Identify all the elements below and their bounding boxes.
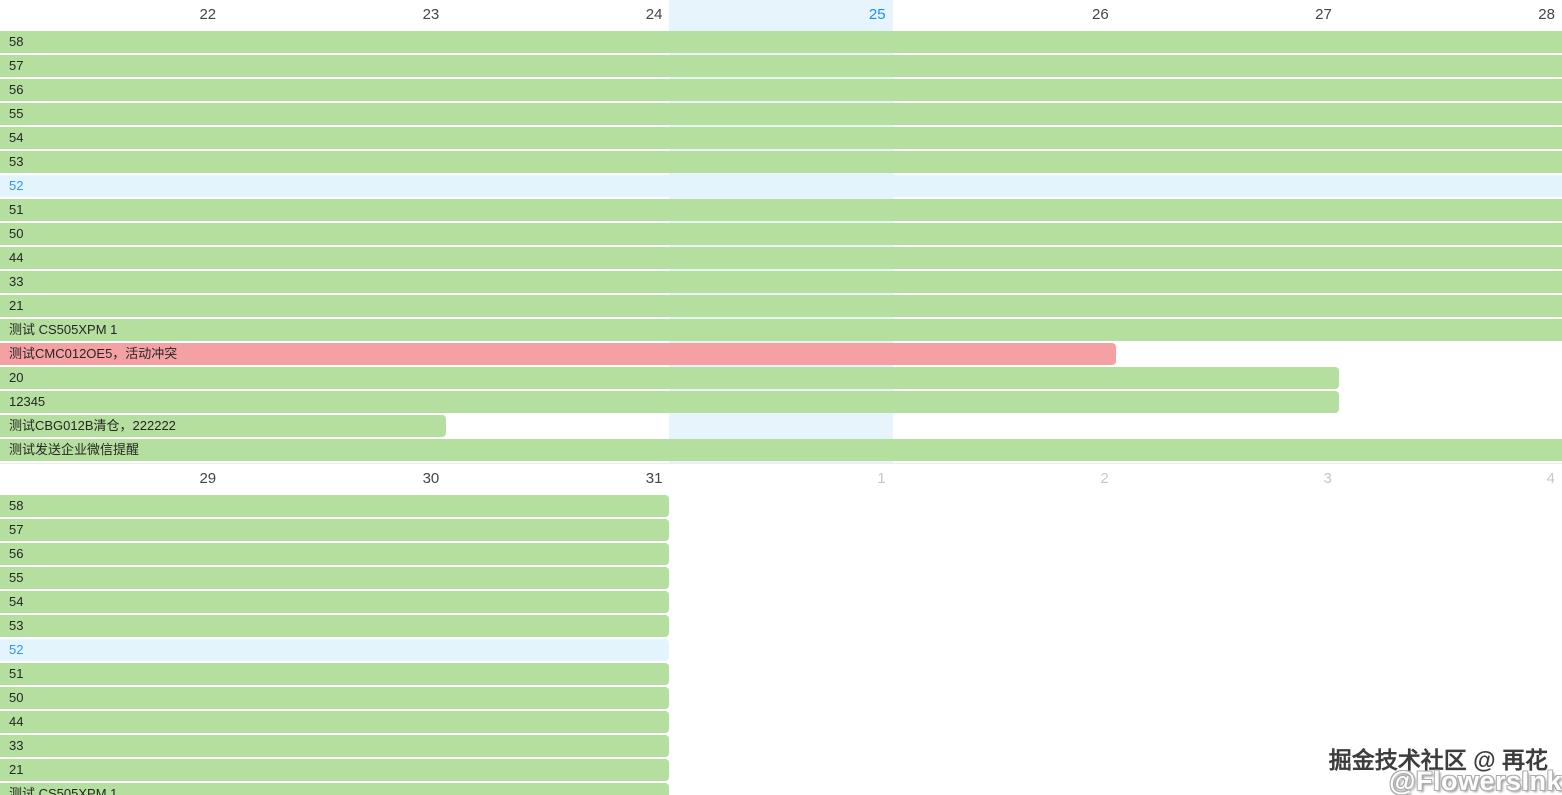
- week1-row-8: 50: [0, 223, 1562, 247]
- day-label-28: 28: [1538, 6, 1555, 23]
- gantt-bar[interactable]: 53: [0, 151, 1562, 173]
- gantt-bar[interactable]: 33: [0, 271, 1562, 293]
- gantt-bar[interactable]: 57: [0, 519, 670, 541]
- day-label-29: 29: [199, 470, 217, 487]
- day-label-26: 26: [1092, 6, 1109, 23]
- week1-row-3: 55: [0, 103, 1562, 127]
- day-label-27: 27: [1315, 6, 1332, 23]
- gantt-bar[interactable]: 测试CBG012B清仓，222222: [0, 415, 447, 437]
- gantt-bar[interactable]: 56: [0, 79, 1562, 101]
- day-label-23: 23: [422, 6, 440, 23]
- gantt-bar[interactable]: 54: [0, 127, 1562, 149]
- gantt-bar[interactable]: 58: [0, 31, 1562, 53]
- week1-row-2: 56: [0, 79, 1562, 103]
- week2-row-12: 测试 CS505XPM 1: [0, 783, 1562, 795]
- gantt-bar[interactable]: 21: [0, 759, 670, 781]
- week2-row-5: 53: [0, 615, 1562, 639]
- week2-row-10: 33: [0, 735, 1562, 759]
- week2-row-4: 54: [0, 591, 1562, 615]
- week1-row-0: 58: [0, 31, 1562, 55]
- gantt-bar[interactable]: 51: [0, 199, 1562, 221]
- gantt-bar[interactable]: 57: [0, 55, 1562, 77]
- gantt-bar[interactable]: 51: [0, 663, 670, 685]
- gantt-bar[interactable]: 50: [0, 223, 1562, 245]
- week-1-rows: 58 57 56 55 54 53 52 51 50 44 33 21 测试 CS505XPM 1 测试C…: [0, 30, 1562, 463]
- week1-row-12: 测试 CS505XPM 1: [0, 319, 1562, 343]
- gantt-bar[interactable]: 55: [0, 567, 670, 589]
- week1-row-9: 44: [0, 247, 1562, 271]
- week1-row-6: 52: [0, 175, 1562, 199]
- gantt-bar[interactable]: 12345: [0, 391, 1339, 413]
- gantt-bar[interactable]: 44: [0, 247, 1562, 269]
- week1-row-14: 20: [0, 367, 1562, 391]
- week2-row-7: 51: [0, 663, 1562, 687]
- week-2-rows: 58 57 56 55 54 53 52 51 50 44 33 21 测试 CS505XPM 1: [0, 494, 1562, 795]
- week1-row-7: 51: [0, 199, 1562, 223]
- gantt-bar[interactable]: 54: [0, 591, 670, 613]
- gantt-bar[interactable]: 52: [0, 175, 1562, 197]
- week2-row-3: 55: [0, 567, 1562, 591]
- gantt-bar[interactable]: 测试 CS505XPM 1: [0, 319, 1562, 341]
- gantt-bar[interactable]: 21: [0, 295, 1562, 317]
- week1-row-11: 21: [0, 295, 1562, 319]
- gantt-bar[interactable]: 56: [0, 543, 670, 565]
- day-label-25: 25: [868, 6, 886, 23]
- week-1-day-header: 22 23 24 25 26 27 28: [0, 0, 1562, 30]
- week1-row-15: 12345: [0, 391, 1562, 415]
- gantt-bar[interactable]: 测试发送企业微信提醒: [0, 439, 1562, 461]
- gantt-bar[interactable]: 测试CMC012OE5，活动冲突: [0, 343, 1116, 365]
- week-row-1: 22 23 24 25 26 27 28 58 57 56 55 54 53 52 51 50 44 33 21 测…: [0, 0, 1562, 463]
- week2-row-2: 56: [0, 543, 1562, 567]
- week2-row-0: 58: [0, 495, 1562, 519]
- week1-row-1: 57: [0, 55, 1562, 79]
- gantt-bar[interactable]: 44: [0, 711, 670, 733]
- gantt-bar[interactable]: 53: [0, 615, 670, 637]
- week2-row-11: 21: [0, 759, 1562, 783]
- week-row-2: 29 30 31 1 2 3 4 58 57 56 55 54 53 52 51 50 44 33 21 测试 CS…: [0, 463, 1562, 795]
- gantt-bar[interactable]: 测试 CS505XPM 1: [0, 783, 670, 795]
- day-label-22: 22: [199, 6, 217, 23]
- day-label-2: 2: [1100, 470, 1109, 487]
- gantt-bar[interactable]: 20: [0, 367, 1339, 389]
- gantt-bar[interactable]: 55: [0, 103, 1562, 125]
- day-label-30: 30: [422, 470, 440, 487]
- day-label-4: 4: [1546, 470, 1555, 487]
- week1-row-10: 33: [0, 271, 1562, 295]
- day-label-31: 31: [645, 470, 663, 487]
- gantt-bar[interactable]: 58: [0, 495, 670, 517]
- gantt-bar[interactable]: 52: [0, 639, 670, 661]
- week1-row-13: 测试CMC012OE5，活动冲突: [0, 343, 1562, 367]
- gantt-bar[interactable]: 33: [0, 735, 670, 757]
- week-2-day-header: 29 30 31 1 2 3 4: [0, 463, 1562, 494]
- week1-row-4: 54: [0, 127, 1562, 151]
- week2-row-1: 57: [0, 519, 1562, 543]
- day-label-24: 24: [645, 6, 663, 23]
- week2-row-9: 44: [0, 711, 1562, 735]
- day-label-1: 1: [877, 470, 886, 487]
- week1-row-16: 测试CBG012B清仓，222222: [0, 415, 1562, 439]
- week1-row-5: 53: [0, 151, 1562, 175]
- week2-row-8: 50: [0, 687, 1562, 711]
- day-label-3: 3: [1323, 470, 1332, 487]
- week2-row-6: 52: [0, 639, 1562, 663]
- week1-row-17: 测试发送企业微信提醒: [0, 439, 1562, 463]
- gantt-bar[interactable]: 50: [0, 687, 670, 709]
